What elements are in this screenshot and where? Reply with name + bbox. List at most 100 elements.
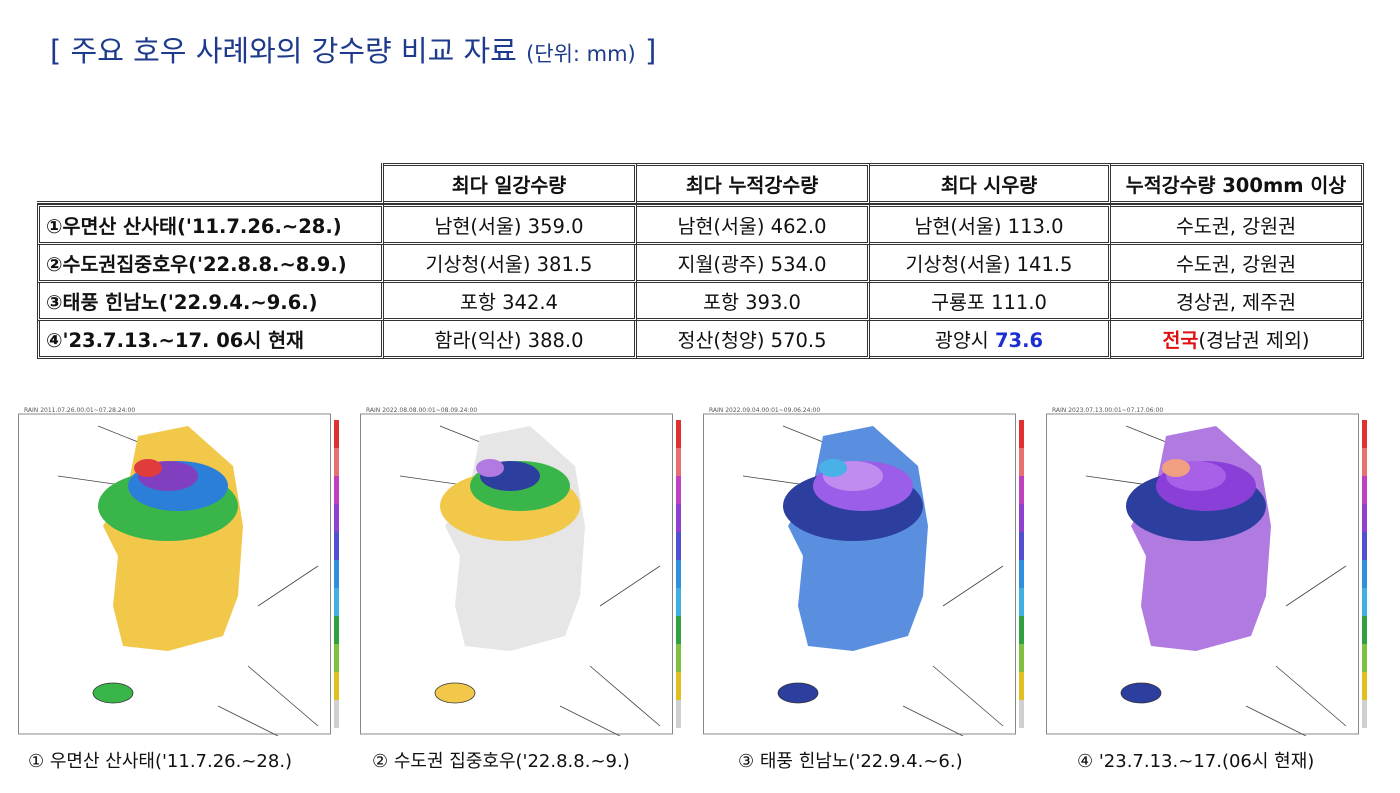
header-cell: 최다 시우량 [870,163,1111,204]
map-stamp: RAIN 2011.07.26.00:01~07.28.24:00 [24,407,135,414]
rain-area [476,459,504,477]
colorbar [334,700,339,728]
map-stamp: RAIN 2022.09.04.00:01~09.06.24:00 [709,407,820,414]
colorbar [1019,644,1024,672]
colorbar [334,532,339,560]
cell: 기상청(서울) 381.5 [384,245,637,283]
cell: 함라(익산) 388.0 [384,321,637,359]
colorbar [1362,420,1367,448]
island [1120,682,1162,704]
rain-area [1162,459,1190,477]
cell: 포항 393.0 [637,283,870,321]
cell: 남현(서울) 462.0 [637,204,870,245]
colorbar [334,616,339,644]
map-caption: ④ '23.7.13.~17.(06시 현재) [1077,751,1315,772]
colorbar [676,644,681,672]
colorbar [676,588,681,616]
colorbar [676,700,681,728]
cell: 지월(광주) 534.0 [637,245,870,283]
row-label: ③태풍 힌남노('22.9.4.~9.6.) [37,283,384,321]
cell: 수도권, 강원권 [1111,204,1364,245]
blank-cell [37,163,384,204]
colorbar [1019,700,1024,728]
colorbar [676,448,681,476]
colorbar [676,672,681,700]
colorbar [676,532,681,560]
emphasis: 73.6 [994,329,1044,352]
map-panel: RAIN 2011.07.26.00:01~07.28.24:00 [18,406,340,736]
colorbar [676,616,681,644]
colorbar [1362,504,1367,532]
island [92,682,134,704]
cell-text: (경남권 제외) [1198,329,1310,352]
colorbar [1019,588,1024,616]
colorbar [334,448,339,476]
cell: 전국(경남권 제외) [1111,321,1364,359]
colorbar [334,560,339,588]
table-row: ②수도권집중호우('22.8.8.~8.9.) 기상청(서울) 381.5 지월(광… [37,245,1364,283]
colorbar [1362,448,1367,476]
comparison-table: 최다 일강수량 최다 누적강수량 최다 시우량 누적강수량 300mm 이상 ①우면산 … [37,163,1364,359]
colorbar [1362,644,1367,672]
colorbar [676,476,681,504]
island [777,682,819,704]
map-caption: ② 수도권 집중호우('22.8.8.~9.) [372,751,630,772]
colorbar [1019,560,1024,588]
table-row: ①우면산 산사태('11.7.26.~28.) 남현(서울) 359.0 남현(서울… [37,204,1364,245]
colorbar [1362,560,1367,588]
header-cell: 최다 누적강수량 [637,163,870,204]
island [434,682,476,704]
emphasis: 전국 [1162,329,1199,352]
map-panel: RAIN 2022.08.08.00:01~08.09.24:00 [360,406,682,736]
colorbar [1019,504,1024,532]
rain-map: RAIN 2023.07.13.00:01~07.17.06:00 [1046,407,1367,736]
cell: 기상청(서울) 141.5 [870,245,1111,283]
row-label: ①우면산 산사태('11.7.26.~28.) [37,204,384,245]
colorbar [334,420,339,448]
colorbar [1019,448,1024,476]
rain-map: RAIN 2011.07.26.00:01~07.28.24:00 [18,407,339,736]
colorbar [1362,588,1367,616]
colorbar [1362,616,1367,644]
colorbar [334,504,339,532]
title-text: 주요 호우 사례와의 강수량 비교 자료 [70,34,517,68]
cell: 광양시 73.6 [870,321,1111,359]
cell: 남현(서울) 359.0 [384,204,637,245]
colorbar [334,672,339,700]
cell: 경상권, 제주권 [1111,283,1364,321]
cell: 수도권, 강원권 [1111,245,1364,283]
header-cell: 최다 일강수량 [384,163,637,204]
map-stamp: RAIN 2022.08.08.00:01~08.09.24:00 [366,407,477,414]
cell: 포항 342.4 [384,283,637,321]
map-stamp: RAIN 2023.07.13.00:01~07.17.06:00 [1052,407,1163,414]
row-label: ④'23.7.13.~17. 06시 현재 [37,321,384,359]
cell: 남현(서울) 113.0 [870,204,1111,245]
map-panel: RAIN 2023.07.13.00:01~07.17.06:00 [1046,406,1368,736]
colorbar [1019,420,1024,448]
rain-map: RAIN 2022.08.08.00:01~08.09.24:00 [360,407,681,736]
bracket: ] [644,34,657,68]
map-caption: ① 우면산 산사태('11.7.26.~28.) [28,751,293,772]
colorbar [1019,476,1024,504]
colorbar [676,420,681,448]
colorbar [676,504,681,532]
colorbar [1019,532,1024,560]
colorbar [1019,672,1024,700]
header-row: 최다 일강수량 최다 누적강수량 최다 시우량 누적강수량 300mm 이상 [37,163,1364,204]
table-row: ③태풍 힌남노('22.9.4.~9.6.) 포항 342.4 포항 393.0 구룡… [37,283,1364,321]
bracket: [ [50,34,62,68]
title: [ 주요 호우 사례와의 강수량 비교 자료 (단위: mm) ] [50,28,656,70]
colorbar [676,560,681,588]
map-caption: ③ 태풍 힌남노('22.9.4.~6.) [738,751,963,772]
colorbar [1362,700,1367,728]
colorbar [1362,672,1367,700]
colorbar [334,644,339,672]
cell: 구룡포 111.0 [870,283,1111,321]
header-cell: 누적강수량 300mm 이상 [1111,163,1364,204]
rain-area [134,459,162,477]
cell: 정산(청양) 570.5 [637,321,870,359]
rain-map: RAIN 2022.09.04.00:01~09.06.24:00 [703,407,1024,736]
colorbar [1362,476,1367,504]
map-panel: RAIN 2022.09.04.00:01~09.06.24:00 [703,406,1025,736]
